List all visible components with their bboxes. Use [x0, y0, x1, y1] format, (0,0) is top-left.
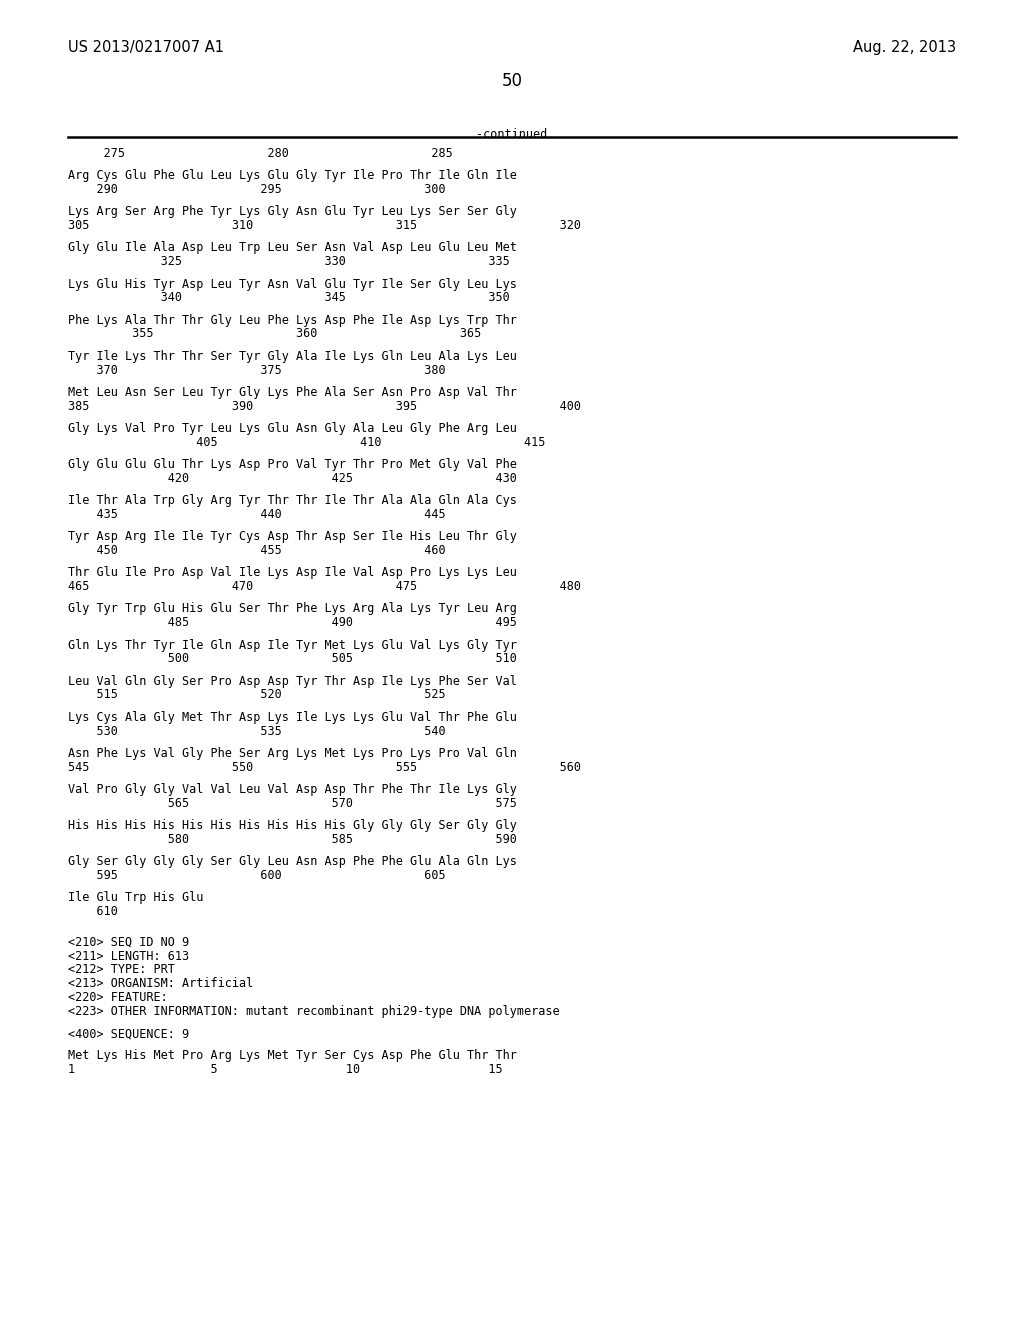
Text: Lys Cys Ala Gly Met Thr Asp Lys Ile Lys Lys Glu Val Thr Phe Glu: Lys Cys Ala Gly Met Thr Asp Lys Ile Lys … — [68, 710, 517, 723]
Text: 370                    375                    380: 370 375 380 — [68, 363, 445, 376]
Text: Val Pro Gly Gly Val Val Leu Val Asp Asp Thr Phe Thr Ile Lys Gly: Val Pro Gly Gly Val Val Leu Val Asp Asp … — [68, 783, 517, 796]
Text: 420                    425                    430: 420 425 430 — [68, 471, 517, 484]
Text: Tyr Ile Lys Thr Thr Ser Tyr Gly Ala Ile Lys Gln Leu Ala Lys Leu: Tyr Ile Lys Thr Thr Ser Tyr Gly Ala Ile … — [68, 350, 517, 363]
Text: Phe Lys Ala Thr Thr Gly Leu Phe Lys Asp Phe Ile Asp Lys Trp Thr: Phe Lys Ala Thr Thr Gly Leu Phe Lys Asp … — [68, 314, 517, 326]
Text: 385                    390                    395                    400: 385 390 395 400 — [68, 400, 581, 413]
Text: 325                    330                    335: 325 330 335 — [68, 255, 510, 268]
Text: 50: 50 — [502, 73, 522, 90]
Text: <211> LENGTH: 613: <211> LENGTH: 613 — [68, 949, 189, 962]
Text: <400> SEQUENCE: 9: <400> SEQUENCE: 9 — [68, 1027, 189, 1040]
Text: Asn Phe Lys Val Gly Phe Ser Arg Lys Met Lys Pro Lys Pro Val Gln: Asn Phe Lys Val Gly Phe Ser Arg Lys Met … — [68, 747, 517, 760]
Text: 355                    360                    365: 355 360 365 — [68, 327, 481, 341]
Text: 595                    600                    605: 595 600 605 — [68, 869, 445, 882]
Text: 405                    410                    415: 405 410 415 — [68, 436, 546, 449]
Text: 290                    295                    300: 290 295 300 — [68, 183, 445, 197]
Text: Ile Glu Trp His Glu: Ile Glu Trp His Glu — [68, 891, 204, 904]
Text: 450                    455                    460: 450 455 460 — [68, 544, 445, 557]
Text: 500                    505                    510: 500 505 510 — [68, 652, 517, 665]
Text: Lys Glu His Tyr Asp Leu Tyr Asn Val Glu Tyr Ile Ser Gly Leu Lys: Lys Glu His Tyr Asp Leu Tyr Asn Val Glu … — [68, 277, 517, 290]
Text: Gly Tyr Trp Glu His Glu Ser Thr Phe Lys Arg Ala Lys Tyr Leu Arg: Gly Tyr Trp Glu His Glu Ser Thr Phe Lys … — [68, 602, 517, 615]
Text: 1                   5                  10                  15: 1 5 10 15 — [68, 1064, 503, 1076]
Text: Ile Thr Ala Trp Gly Arg Tyr Thr Thr Ile Thr Ala Ala Gln Ala Cys: Ile Thr Ala Trp Gly Arg Tyr Thr Thr Ile … — [68, 494, 517, 507]
Text: His His His His His His His His His His Gly Gly Gly Ser Gly Gly: His His His His His His His His His His … — [68, 820, 517, 832]
Text: <213> ORGANISM: Artificial: <213> ORGANISM: Artificial — [68, 977, 253, 990]
Text: 340                    345                    350: 340 345 350 — [68, 292, 510, 305]
Text: <210> SEQ ID NO 9: <210> SEQ ID NO 9 — [68, 936, 189, 949]
Text: Leu Val Gln Gly Ser Pro Asp Asp Tyr Thr Asp Ile Lys Phe Ser Val: Leu Val Gln Gly Ser Pro Asp Asp Tyr Thr … — [68, 675, 517, 688]
Text: 545                    550                    555                    560: 545 550 555 560 — [68, 760, 581, 774]
Text: -continued: -continued — [476, 128, 548, 141]
Text: Gly Glu Ile Ala Asp Leu Trp Leu Ser Asn Val Asp Leu Glu Leu Met: Gly Glu Ile Ala Asp Leu Trp Leu Ser Asn … — [68, 242, 517, 255]
Text: Tyr Asp Arg Ile Ile Tyr Cys Asp Thr Asp Ser Ile His Leu Thr Gly: Tyr Asp Arg Ile Ile Tyr Cys Asp Thr Asp … — [68, 531, 517, 544]
Text: 305                    310                    315                    320: 305 310 315 320 — [68, 219, 581, 232]
Text: <212> TYPE: PRT: <212> TYPE: PRT — [68, 964, 175, 977]
Text: 515                    520                    525: 515 520 525 — [68, 689, 445, 701]
Text: US 2013/0217007 A1: US 2013/0217007 A1 — [68, 40, 224, 55]
Text: Gln Lys Thr Tyr Ile Gln Asp Ile Tyr Met Lys Glu Val Lys Gly Tyr: Gln Lys Thr Tyr Ile Gln Asp Ile Tyr Met … — [68, 639, 517, 652]
Text: <223> OTHER INFORMATION: mutant recombinant phi29-type DNA polymerase: <223> OTHER INFORMATION: mutant recombin… — [68, 1005, 560, 1018]
Text: Gly Ser Gly Gly Gly Ser Gly Leu Asn Asp Phe Phe Glu Ala Gln Lys: Gly Ser Gly Gly Gly Ser Gly Leu Asn Asp … — [68, 855, 517, 869]
Text: 580                    585                    590: 580 585 590 — [68, 833, 517, 846]
Text: <220> FEATURE:: <220> FEATURE: — [68, 991, 168, 1005]
Text: 610: 610 — [68, 906, 118, 919]
Text: Met Leu Asn Ser Leu Tyr Gly Lys Phe Ala Ser Asn Pro Asp Val Thr: Met Leu Asn Ser Leu Tyr Gly Lys Phe Ala … — [68, 385, 517, 399]
Text: 465                    470                    475                    480: 465 470 475 480 — [68, 581, 581, 593]
Text: Lys Arg Ser Arg Phe Tyr Lys Gly Asn Glu Tyr Leu Lys Ser Ser Gly: Lys Arg Ser Arg Phe Tyr Lys Gly Asn Glu … — [68, 206, 517, 218]
Text: Met Lys His Met Pro Arg Lys Met Tyr Ser Cys Asp Phe Glu Thr Thr: Met Lys His Met Pro Arg Lys Met Tyr Ser … — [68, 1049, 517, 1063]
Text: Arg Cys Glu Phe Glu Leu Lys Glu Gly Tyr Ile Pro Thr Ile Gln Ile: Arg Cys Glu Phe Glu Leu Lys Glu Gly Tyr … — [68, 169, 517, 182]
Text: Gly Lys Val Pro Tyr Leu Lys Glu Asn Gly Ala Leu Gly Phe Arg Leu: Gly Lys Val Pro Tyr Leu Lys Glu Asn Gly … — [68, 422, 517, 436]
Text: Aug. 22, 2013: Aug. 22, 2013 — [853, 40, 956, 55]
Text: 530                    535                    540: 530 535 540 — [68, 725, 445, 738]
Text: 275                    280                    285: 275 280 285 — [68, 147, 453, 160]
Text: Thr Glu Ile Pro Asp Val Ile Lys Asp Ile Val Asp Pro Lys Lys Leu: Thr Glu Ile Pro Asp Val Ile Lys Asp Ile … — [68, 566, 517, 579]
Text: 485                    490                    495: 485 490 495 — [68, 616, 517, 630]
Text: 435                    440                    445: 435 440 445 — [68, 508, 445, 521]
Text: Gly Glu Glu Glu Thr Lys Asp Pro Val Tyr Thr Pro Met Gly Val Phe: Gly Glu Glu Glu Thr Lys Asp Pro Val Tyr … — [68, 458, 517, 471]
Text: 565                    570                    575: 565 570 575 — [68, 797, 517, 809]
